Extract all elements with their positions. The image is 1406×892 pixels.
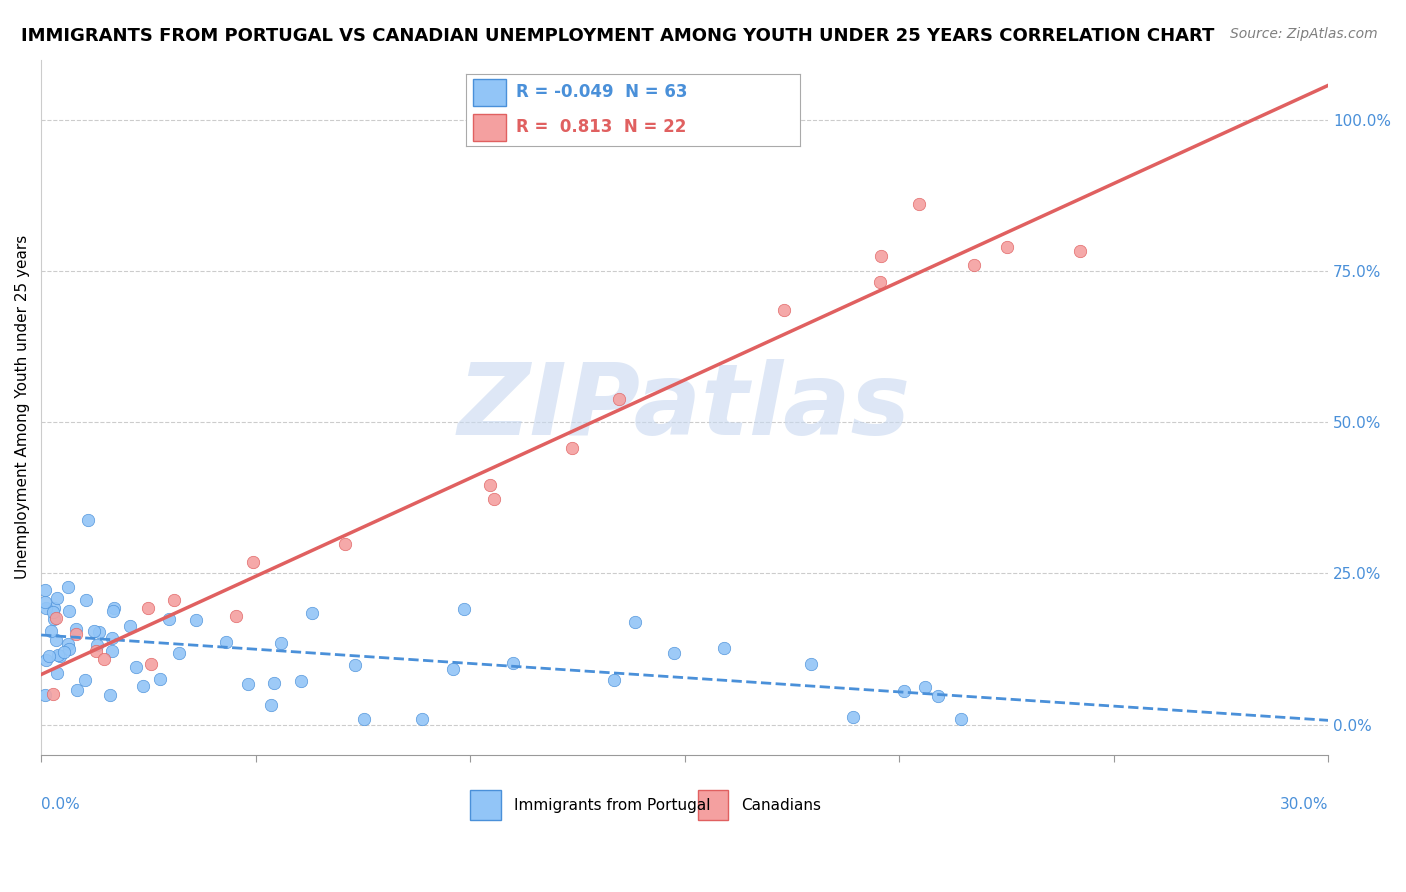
Point xyxy=(664,646,686,660)
Point xyxy=(38,648,60,663)
Point xyxy=(93,652,115,666)
Point xyxy=(39,624,62,638)
Point xyxy=(893,684,915,698)
Point xyxy=(103,601,125,615)
Point xyxy=(46,648,69,663)
Text: 0.0%: 0.0% xyxy=(41,797,80,812)
Point xyxy=(120,619,142,633)
Text: ZIPatlas: ZIPatlas xyxy=(458,359,911,456)
Point xyxy=(411,712,433,726)
Point xyxy=(75,593,97,607)
Point xyxy=(841,710,863,724)
Y-axis label: Unemployment Among Youth under 25 years: Unemployment Among Youth under 25 years xyxy=(15,235,30,579)
Point xyxy=(263,675,285,690)
Point xyxy=(58,642,80,657)
Point xyxy=(869,249,891,263)
Point xyxy=(87,624,110,639)
Point xyxy=(86,638,108,652)
Point xyxy=(44,601,66,615)
Point xyxy=(502,656,524,670)
Point xyxy=(914,681,936,695)
Text: Source: ZipAtlas.com: Source: ZipAtlas.com xyxy=(1230,27,1378,41)
Point xyxy=(83,624,105,638)
Text: 30.0%: 30.0% xyxy=(1279,797,1329,812)
Text: IMMIGRANTS FROM PORTUGAL VS CANADIAN UNEMPLOYMENT AMONG YOUTH UNDER 25 YEARS COR: IMMIGRANTS FROM PORTUGAL VS CANADIAN UNE… xyxy=(21,27,1215,45)
Point xyxy=(344,658,367,673)
Point xyxy=(53,645,76,659)
Point xyxy=(45,611,67,625)
Point xyxy=(561,441,583,455)
Point xyxy=(713,640,735,655)
Point xyxy=(84,644,107,658)
Point xyxy=(950,712,973,726)
Point xyxy=(162,593,184,607)
Point xyxy=(45,591,67,605)
Point xyxy=(908,196,931,211)
Point xyxy=(66,683,89,698)
Point xyxy=(101,644,124,658)
Point xyxy=(603,673,626,688)
Point xyxy=(995,240,1018,254)
Point xyxy=(270,636,292,650)
Point xyxy=(479,478,502,492)
Point xyxy=(149,672,172,686)
Point xyxy=(167,646,190,660)
Point xyxy=(236,677,259,691)
Point xyxy=(441,662,464,676)
Point xyxy=(139,657,162,671)
Point xyxy=(42,687,65,701)
Point xyxy=(125,660,148,674)
Point xyxy=(58,604,80,618)
Point xyxy=(45,666,67,681)
Point xyxy=(215,635,238,649)
Point xyxy=(44,612,66,626)
Point xyxy=(34,595,56,609)
Point xyxy=(290,673,312,688)
Point xyxy=(65,627,87,641)
Point xyxy=(73,673,96,687)
Point xyxy=(773,302,796,317)
Point xyxy=(800,657,823,671)
Point xyxy=(34,583,56,598)
Point xyxy=(157,612,180,626)
Point xyxy=(333,537,356,551)
Point xyxy=(301,606,323,620)
Point xyxy=(484,491,506,506)
Point xyxy=(35,600,58,615)
Point xyxy=(77,513,100,527)
Point xyxy=(353,712,375,726)
Point xyxy=(48,648,70,663)
Point xyxy=(56,580,79,594)
Point xyxy=(132,679,155,693)
Point xyxy=(624,615,647,629)
Point xyxy=(225,608,247,623)
Point xyxy=(453,602,475,616)
Point xyxy=(65,623,87,637)
Point xyxy=(186,613,208,627)
Point xyxy=(607,392,630,406)
Point xyxy=(927,690,949,704)
Point xyxy=(56,637,79,651)
Point xyxy=(1069,244,1091,259)
Point xyxy=(100,688,122,702)
Point xyxy=(103,603,125,617)
Point xyxy=(136,601,159,615)
Point xyxy=(35,652,58,666)
Point xyxy=(41,605,63,619)
Point xyxy=(100,632,122,646)
Point xyxy=(242,555,264,569)
Point xyxy=(34,688,56,702)
Point xyxy=(963,258,986,272)
Point xyxy=(869,275,891,289)
Point xyxy=(260,698,283,712)
Point xyxy=(45,632,67,647)
